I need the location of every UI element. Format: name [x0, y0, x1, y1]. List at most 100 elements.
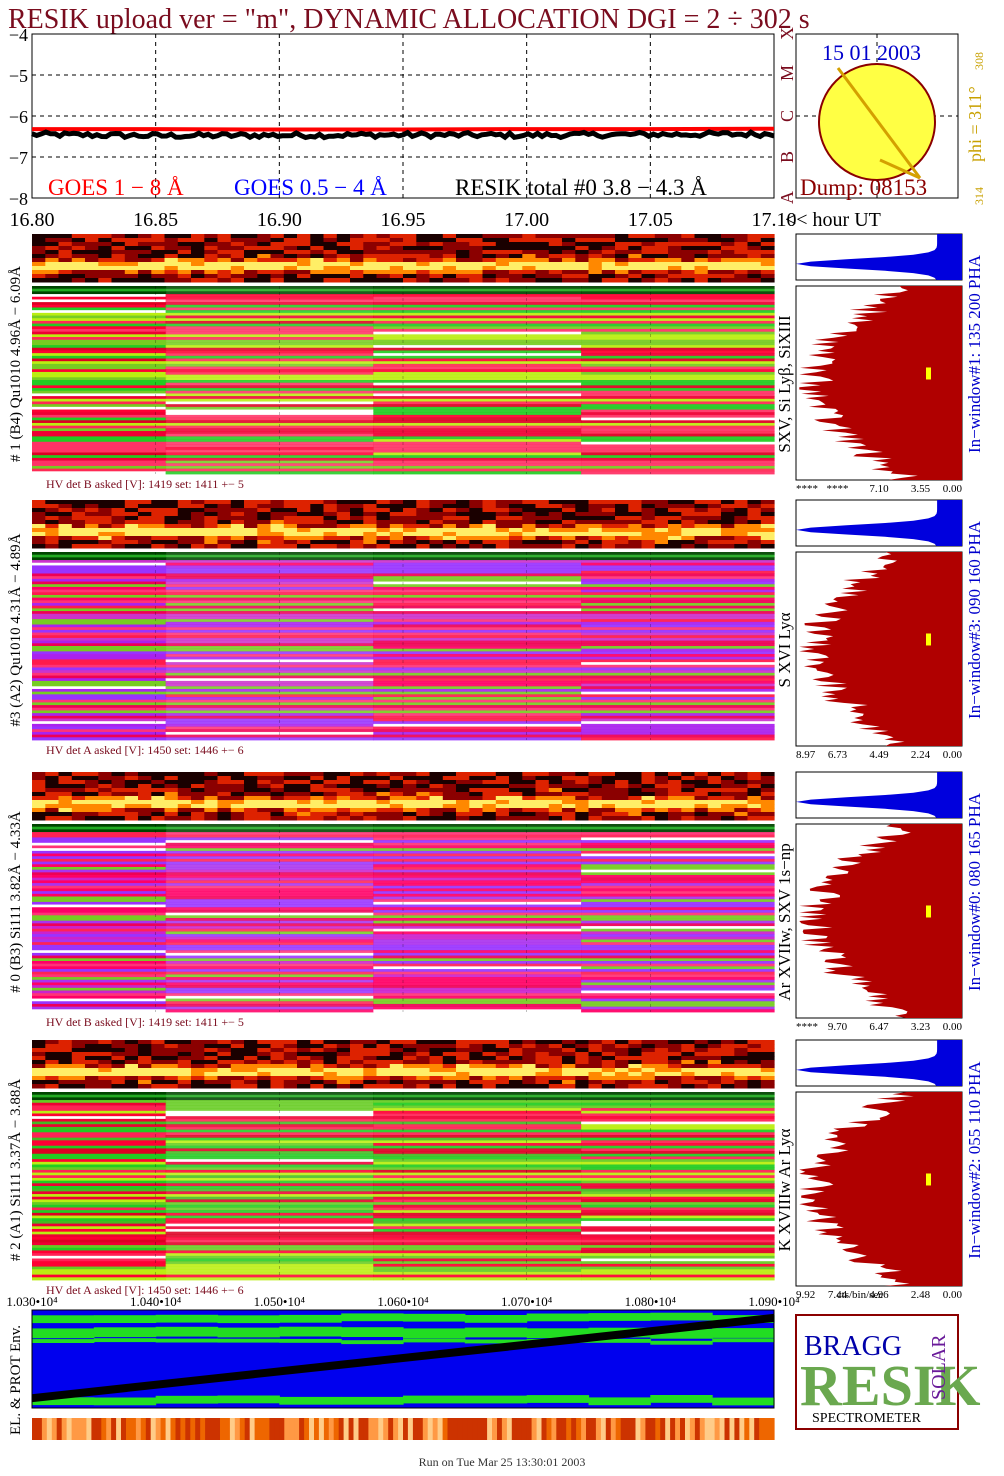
- spectrum-stripe: [581, 979, 775, 983]
- spectrum-strip-cell: [244, 262, 258, 267]
- spectrum-stripe: [581, 861, 775, 865]
- spectrum-stripe: [373, 1009, 582, 1013]
- env-strip-cell: [685, 1418, 691, 1440]
- spectrum-stripe: [373, 296, 582, 300]
- env-strip-cell: [586, 1418, 592, 1440]
- spectrum-stripe: [165, 468, 374, 472]
- spectrum-strip-cell: [310, 804, 325, 809]
- spectrum-strip-cell: [548, 238, 563, 243]
- spectrum-strip-cell: [177, 540, 192, 545]
- logo-frame: [795, 1314, 959, 1430]
- spectrum-strip-cell: [601, 250, 616, 255]
- spectrum-strip-cell: [575, 1064, 590, 1069]
- spectrum-strip-cell: [376, 246, 391, 251]
- spectrum-stripe: [32, 347, 167, 351]
- spectrum-strip-cell: [562, 258, 576, 263]
- spectrum-strip-cell: [575, 796, 590, 801]
- spectrum-strip-cell: [177, 1048, 192, 1053]
- spectrum-stripe: [165, 1231, 374, 1235]
- spectrum-strip-cell: [191, 1044, 205, 1049]
- spectrum-strip-cell: [456, 1068, 470, 1073]
- spectrum-strip-cell: [601, 1072, 616, 1077]
- spectrum-strip-cell: [164, 1076, 179, 1081]
- spectrum-strip-cell: [230, 278, 245, 283]
- spectrum-strip-cell: [403, 516, 417, 521]
- spectrum-strip-cell: [85, 1040, 99, 1045]
- goes-y-tick: −7: [9, 148, 28, 168]
- spectrum-strip-cell: [138, 246, 152, 251]
- spectrum-strip-cell: [283, 1060, 298, 1065]
- spectrum-strip-cell: [403, 816, 417, 821]
- spectrum-strip-cell: [270, 780, 285, 785]
- spectrum-strip-cell: [32, 250, 46, 255]
- spectrum-strip-cell: [336, 262, 351, 267]
- spectrum-strip-cell: [575, 278, 590, 283]
- spectrum-strip-cell: [416, 528, 431, 533]
- spectrum-strip-cell: [58, 242, 73, 247]
- spectrum-strip-cell: [469, 262, 484, 267]
- spectrum-stripe: [32, 896, 167, 900]
- spectrum-strip-cell: [522, 780, 537, 785]
- spectrum-stripe: [581, 1167, 775, 1171]
- spectrum-strip-cell: [297, 508, 311, 513]
- spectrum-strip-cell: [350, 250, 364, 255]
- spectrum-strip-cell: [654, 812, 669, 817]
- spectrum-strip-cell: [71, 234, 86, 239]
- spectrum-strip-cell: [681, 270, 696, 275]
- env-strip-cell: [165, 1418, 172, 1440]
- spectrum-strip-cell: [124, 812, 139, 817]
- spectrum-stripe: [32, 646, 167, 650]
- spectrum-strip-cell: [283, 816, 298, 821]
- spectrum-strip-cell: [323, 1048, 338, 1053]
- spectrum-strip-cell: [257, 772, 272, 777]
- spectrum-strip-cell: [138, 1064, 152, 1069]
- spectrum-stripe: [32, 1134, 167, 1139]
- spectrum-stripe: [581, 565, 775, 569]
- spectrum-stripe: [581, 1108, 775, 1112]
- spectrum-strip-cell: [601, 1056, 616, 1061]
- spectrum-strip-cell: [98, 254, 113, 259]
- spectrum-strip-cell: [416, 804, 431, 809]
- spectrum-stripe: [373, 1255, 582, 1259]
- spectrum-strip-cell: [230, 804, 245, 809]
- env-strip-cell: [447, 1418, 453, 1440]
- spectrum-strip-cell: [403, 520, 417, 525]
- spectrum-strip-cell: [124, 508, 139, 513]
- spectrum-stripe: [165, 1134, 374, 1139]
- spectrum-strip-cell: [297, 512, 311, 517]
- spectrum-strip-cell: [310, 266, 325, 271]
- env-strip-cell: [86, 1418, 92, 1440]
- spectrum-strip-cell: [151, 816, 166, 821]
- spectrum-strip-cell: [138, 1072, 152, 1077]
- env-strip-cell: [51, 1418, 58, 1440]
- spectrum-stripe: [32, 993, 167, 997]
- spectrum-strip-cell: [111, 1080, 126, 1085]
- spectrum-strip-cell: [85, 536, 99, 541]
- spectrum-stripe: [32, 654, 167, 658]
- spectrum-stripe: [581, 339, 775, 343]
- spectrum-strip-cell: [509, 1072, 523, 1077]
- spectrum-stripe: [32, 431, 167, 435]
- spectrum-strip-cell: [522, 504, 537, 509]
- spectrum-strip-cell: [177, 544, 192, 549]
- spectrum-strip-cell: [138, 520, 152, 525]
- spectrum-strip-cell: [32, 500, 46, 505]
- spectrum-strip-cell: [575, 532, 590, 537]
- spectrum-strip-cell: [509, 1084, 523, 1089]
- spectrum-strip-cell: [681, 262, 696, 267]
- spectrum-stripe: [32, 382, 167, 386]
- spectrum-strip-cell: [389, 234, 404, 239]
- spectrum-stripe: [373, 621, 582, 625]
- spectrum-stripe: [32, 891, 167, 895]
- spectrum-strip-cell: [257, 796, 272, 801]
- env-band: [93, 1338, 157, 1343]
- spectrum-stripe: [165, 471, 374, 475]
- spectrum-strip-cell: [204, 528, 219, 533]
- spectrum-strip-cell: [721, 238, 735, 243]
- spectrum-strip-cell: [244, 1080, 258, 1085]
- spectrum-strip-cell: [575, 540, 590, 545]
- spectrum-strip-cell: [111, 796, 126, 801]
- env-strip-cell: [234, 1418, 241, 1440]
- spectrum-strip-cell: [363, 544, 378, 549]
- spectrum-strip-cell: [495, 512, 510, 517]
